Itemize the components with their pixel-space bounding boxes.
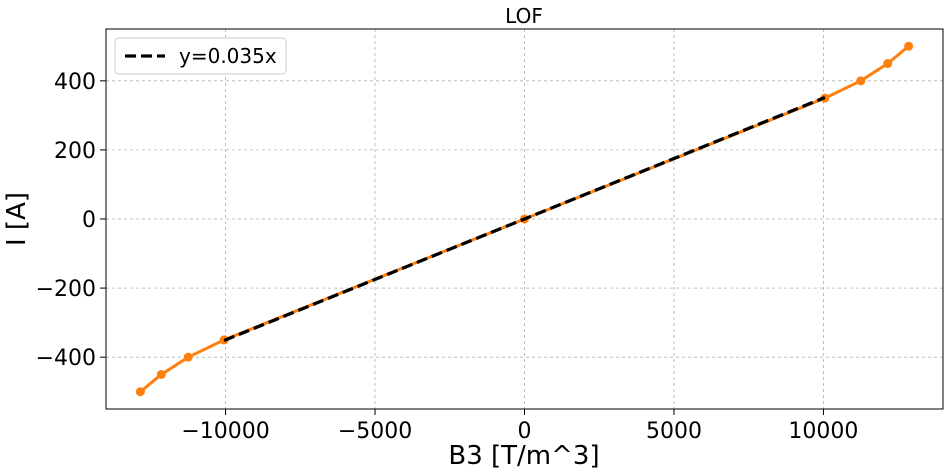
x-axis-title: B3 [T/m^3] <box>448 441 599 471</box>
data-point <box>856 76 866 86</box>
legend-label: y=0.035x <box>179 44 277 68</box>
data-point <box>135 387 145 397</box>
y-tick-label: 0 <box>82 208 96 233</box>
legend-box <box>114 37 287 75</box>
x-tick-label: 10000 <box>788 419 858 444</box>
y-tick-label: 400 <box>54 70 96 95</box>
x-tick-label: −10000 <box>181 419 269 444</box>
y-tick-label: −200 <box>36 277 96 302</box>
data-point <box>156 369 166 379</box>
y-tick-label: −400 <box>36 346 96 371</box>
chart-title: LOF <box>505 4 543 28</box>
x-tick-label: 0 <box>518 419 532 444</box>
y-axis-title: I [A] <box>2 192 32 246</box>
data-point <box>883 59 893 69</box>
data-point <box>183 352 193 362</box>
fit-line <box>223 96 826 342</box>
y-tick-label: 200 <box>54 139 96 164</box>
x-tick-label: 5000 <box>646 419 702 444</box>
data-point <box>904 41 914 51</box>
x-tick-label: −5000 <box>338 419 412 444</box>
